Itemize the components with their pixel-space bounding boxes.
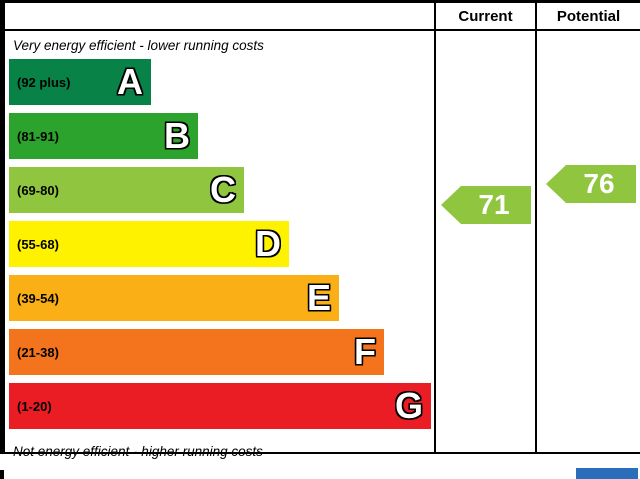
band-range-label: (92 plus) (17, 74, 71, 90)
band-bar-G: (1-20) G (9, 383, 431, 429)
band-letter: D (255, 223, 281, 264)
rating-bands-column: Very energy efficient - lower running co… (5, 31, 436, 459)
current-column-header: Current (436, 3, 537, 29)
column-header-row: Current Potential (5, 3, 640, 31)
band-row-B: (81-91) B (9, 113, 434, 159)
rating-bands: (92 plus) A (81-91) B (69-80) C (55-68) D (39-54… (9, 59, 434, 429)
chart-header-spacer (5, 3, 436, 29)
band-letter: B (164, 115, 190, 156)
band-row-A: (92 plus) A (9, 59, 434, 105)
band-letter: G (394, 385, 423, 426)
next-section-border (0, 470, 4, 479)
band-row-E: (39-54) E (9, 275, 434, 321)
potential-score-column: 76 (537, 31, 640, 454)
band-letter: A (117, 61, 143, 102)
band-bar-C: (69-80) C (9, 167, 244, 213)
potential-rating-arrow: 76 (546, 165, 636, 203)
band-range-label: (69-80) (17, 182, 59, 198)
eu-directive-logo (576, 468, 638, 479)
current-rating-arrow: 71 (441, 186, 531, 224)
band-letter: F (354, 331, 376, 372)
band-range-label: (55-68) (17, 236, 59, 252)
band-bar-F: (21-38) F (9, 329, 384, 375)
band-range-label: (81-91) (17, 128, 59, 144)
potential-column-header: Potential (556, 7, 621, 25)
epc-table: Current Potential Very energy efficient … (0, 0, 640, 459)
band-row-C: (69-80) C (9, 167, 434, 213)
band-bar-D: (55-68) D (9, 221, 289, 267)
band-row-G: (1-20) G (9, 383, 434, 429)
band-letter: C (210, 169, 236, 210)
band-range-label: (21-38) (17, 344, 59, 360)
band-letter: E (306, 277, 331, 318)
band-bar-A: (92 plus) A (9, 59, 151, 105)
next-section-partial (0, 454, 640, 479)
top-caption: Very energy efficient - lower running co… (13, 37, 264, 53)
band-range-label: (39-54) (17, 290, 59, 306)
band-range-label: (1-20) (17, 398, 52, 414)
band-row-F: (21-38) F (9, 329, 434, 375)
band-bar-E: (39-54) E (9, 275, 339, 321)
band-row-D: (55-68) D (9, 221, 434, 267)
bottom-caption: Not energy efficient - higher running co… (13, 444, 263, 459)
band-bar-B: (81-91) B (9, 113, 198, 159)
chart-body: Very energy efficient - lower running co… (5, 31, 640, 459)
current-score-column: 71 (436, 31, 537, 454)
